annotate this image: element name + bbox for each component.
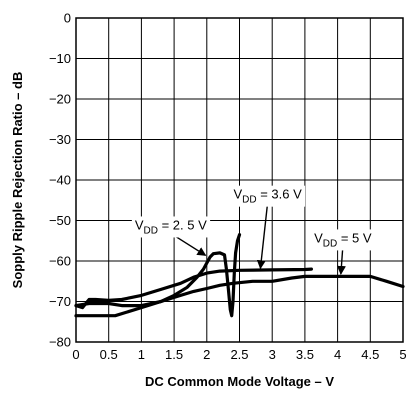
series-label: VDD = 5 V: [314, 230, 372, 249]
x-axis-label: DC Common Mode Voltage – V: [145, 374, 334, 389]
y-tick-label: −70: [49, 294, 71, 309]
x-tick-label: 4.5: [361, 347, 379, 362]
series-label-sub: DD: [323, 238, 337, 249]
series-label: VDD = 2. 5 V: [135, 217, 207, 236]
y-tick-label: −30: [49, 132, 71, 147]
x-tick-label: 3: [269, 347, 276, 362]
series-annotation-2: VDD = 5 V: [311, 229, 375, 275]
label-backdrop: [131, 216, 211, 238]
y-tick-label: −40: [49, 173, 71, 188]
y-axis-label: Sopply Ripple Rejection Ratio – dB: [10, 72, 25, 289]
series-label-base: V: [233, 187, 242, 202]
x-tick-label: 5: [399, 347, 406, 362]
x-tick-label: 1.5: [165, 347, 183, 362]
series-label-rest: = 3.6 V: [257, 187, 302, 202]
y-tick-label: −10: [49, 51, 71, 66]
series-label-base: V: [135, 217, 144, 232]
x-tick-label: 1: [138, 347, 145, 362]
series-annotation-0: VDD = 2. 5 V: [131, 216, 211, 256]
y-axis-ticks: 0 −10 −20 −30 −40 −50 −60 −70 −80: [49, 11, 71, 350]
series-label-rest: = 2. 5 V: [158, 217, 207, 232]
series-label-base: V: [314, 230, 323, 245]
x-tick-label: 0: [72, 347, 79, 362]
x-tick-label: 0.5: [100, 347, 118, 362]
series-label: VDD = 3.6 V: [233, 187, 302, 206]
label-backdrop: [311, 229, 375, 251]
series-annotation-1: VDD = 3.6 V: [230, 185, 306, 270]
y-tick-label: −60: [49, 254, 71, 269]
x-axis-ticks: 0 0.5 1 1.5 2 2.5 3 3.5 4 4.5 5: [72, 347, 406, 362]
label-backdrop: [230, 185, 306, 207]
y-tick-label: 0: [64, 11, 71, 26]
series-label-rest: = 5 V: [337, 230, 372, 245]
x-tick-label: 2: [203, 347, 210, 362]
series-lines: [74, 233, 405, 318]
series-label-sub: DD: [144, 225, 158, 236]
y-tick-label: −80: [49, 335, 71, 350]
leader-arrow: [256, 202, 269, 270]
y-tick-label: −20: [49, 92, 71, 107]
series-label-sub: DD: [242, 195, 256, 206]
plot-frame: [75, 17, 404, 343]
x-tick-label: 3.5: [296, 347, 314, 362]
leader-arrow: [336, 246, 346, 275]
series-line-2: [74, 274, 405, 308]
x-tick-label: 2.5: [230, 347, 248, 362]
series-line-1: [74, 267, 313, 310]
grid: [75, 17, 404, 343]
y-tick-label: −50: [49, 213, 71, 228]
x-tick-label: 4: [334, 347, 341, 362]
